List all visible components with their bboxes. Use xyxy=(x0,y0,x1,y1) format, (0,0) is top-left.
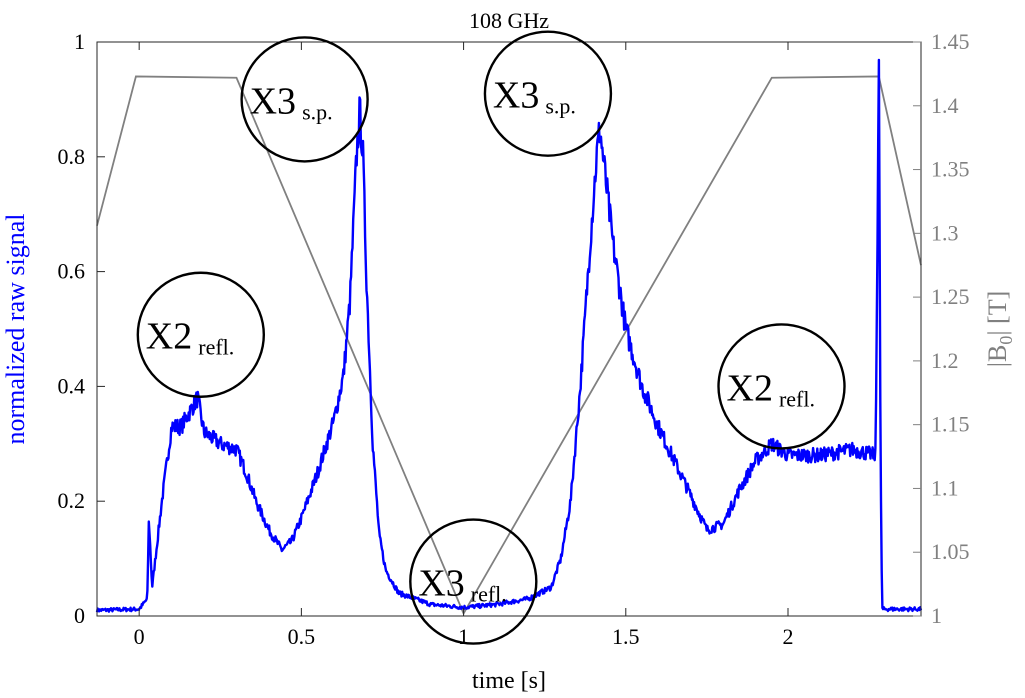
x-tick-label: 0.5 xyxy=(288,624,316,649)
annotation-label: X3 s.p. xyxy=(493,75,576,119)
ticks: 0 0.5 1 1.5 2 0 0.2 0.4 0.6 0.8 1 1 1.05 1.1 1.15 1.2 1.… xyxy=(58,29,970,649)
annotation-circle xyxy=(483,30,613,157)
y-axis-label: normalized raw signal xyxy=(1,213,30,444)
annotation-label: X2 refl. xyxy=(727,367,815,411)
annotation-sub: s.p. xyxy=(302,99,333,124)
annotation-main: X3 xyxy=(418,563,464,605)
axes-box xyxy=(96,41,922,617)
y-tick-label: 0.8 xyxy=(58,144,86,169)
y-axis-right-label: |B0| [T] xyxy=(983,291,1016,367)
x-tick-label: 0 xyxy=(134,624,145,649)
y-right-tick-label: 1.45 xyxy=(931,29,970,54)
annotation-label: X2 refl. xyxy=(146,316,234,360)
y-right-tick-label: 1.3 xyxy=(931,220,959,245)
annotation-circle xyxy=(409,518,538,645)
y-tick-label: 0.2 xyxy=(58,488,86,513)
annotation-main: X2 xyxy=(146,316,192,358)
y-tick-label: 1 xyxy=(74,29,85,54)
annotations: X3 s.p.X2 refl.X3 refl.X3 s.p.X2 refl. xyxy=(136,30,846,645)
x-tick-label: 1.5 xyxy=(612,624,640,649)
chart-title: 108 GHz xyxy=(469,8,549,33)
x-axis-label: time [s] xyxy=(472,668,546,694)
annotation-sub: refl. xyxy=(471,582,507,607)
annotation-sub: refl. xyxy=(779,386,815,411)
y-right-tick-label: 1 xyxy=(931,603,942,628)
x-tick-label: 2 xyxy=(782,624,793,649)
annotation-label: X3 s.p. xyxy=(250,80,333,124)
annotation-sub: refl. xyxy=(198,335,234,360)
y-tick-label: 0 xyxy=(74,603,85,628)
annotation-label: X3 refl. xyxy=(418,563,506,607)
y-right-tick-label: 1.4 xyxy=(931,93,959,118)
y-tick-label: 0.6 xyxy=(58,259,86,284)
annotation-sub: s.p. xyxy=(545,94,576,119)
y-tick-label: 0.4 xyxy=(58,373,86,398)
y-right-tick-label: 1.2 xyxy=(931,348,959,373)
annotation-main: X3 xyxy=(250,80,296,122)
y-right-tick-label: 1.1 xyxy=(931,475,959,500)
y-right-tick-label: 1.15 xyxy=(931,412,970,437)
annotation-circle xyxy=(240,36,369,163)
annotation-main: X2 xyxy=(727,367,773,409)
y-right-tick-label: 1.25 xyxy=(931,284,970,309)
annotation-circle xyxy=(136,271,266,398)
annotation-circle xyxy=(717,323,846,450)
y-right-tick-label: 1.05 xyxy=(931,539,970,564)
x-tick-label: 1 xyxy=(458,624,469,649)
y-right-tick-label: 1.35 xyxy=(931,157,970,182)
annotation-main: X3 xyxy=(493,75,539,117)
